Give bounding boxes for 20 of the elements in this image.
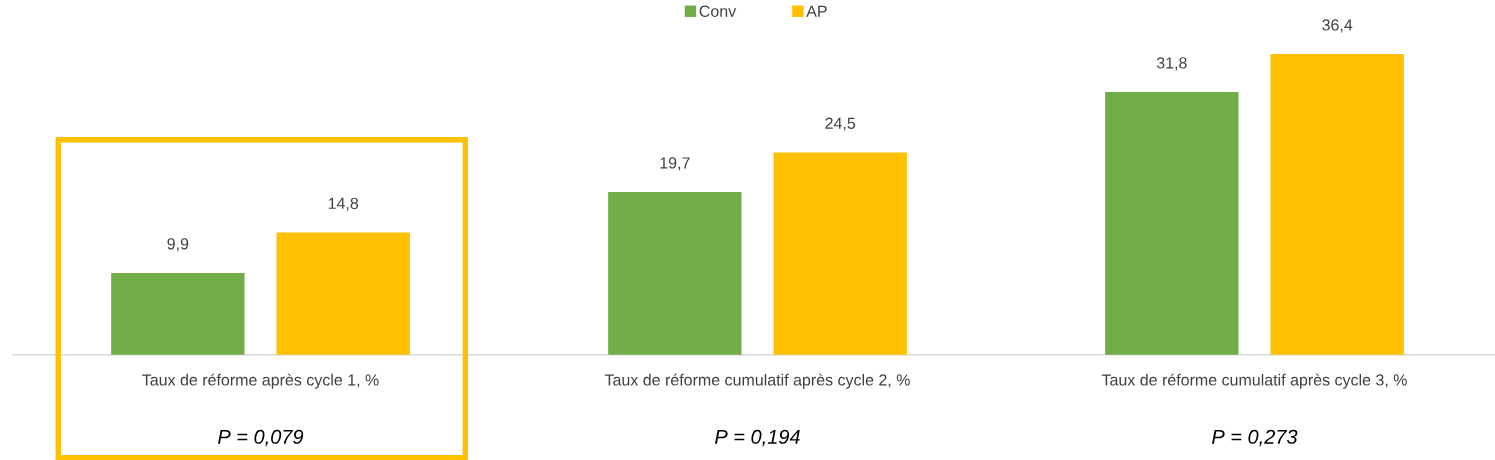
data-label: 9,9 (167, 238, 189, 252)
legend-label: Conv (699, 5, 737, 17)
data-label: 31,8 (1156, 57, 1187, 71)
text: P = 0,079 (218, 429, 304, 447)
data-label: 14,8 (328, 197, 359, 211)
bar (111, 272, 245, 355)
data-label: 24,5 (825, 117, 856, 131)
data-label: 19,7 (660, 157, 690, 171)
bar (1270, 54, 1404, 355)
x-tick-label: Taux de réforme après cycle 1, % (142, 373, 379, 389)
data-label: 36,4 (1322, 19, 1353, 33)
text: P = 0,194 (715, 429, 800, 447)
bar (773, 152, 907, 355)
bar (608, 191, 742, 355)
x-tick-label: Taux de réforme cumulatif après cycle 2, % (604, 373, 910, 389)
x-tick-label: Taux de réforme cumulatif après cycle 3, % (1101, 373, 1407, 389)
bar (276, 232, 410, 355)
text: P = 0,273 (1212, 429, 1298, 447)
legend-label: AP (806, 5, 827, 17)
bar (1105, 92, 1239, 355)
